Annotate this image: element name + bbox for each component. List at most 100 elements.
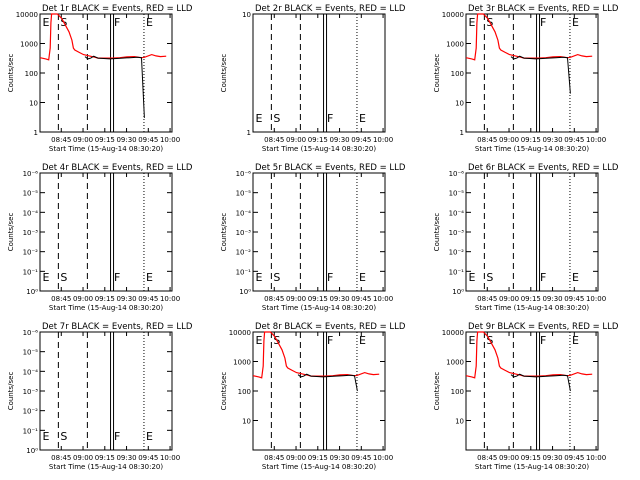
x-tick-label: 09:00 xyxy=(499,136,519,144)
y-tick-label: 100 xyxy=(451,70,464,78)
marker-label: F xyxy=(114,271,120,284)
chart-title: Det 1r BLACK = Events, RED = LLD xyxy=(42,4,193,14)
x-axis-label: Start Time (15-Aug-14 08:30:20) xyxy=(262,463,376,471)
marker-label: E xyxy=(255,334,262,347)
marker-label: E xyxy=(146,271,153,284)
x-tick-label: 09:30 xyxy=(542,295,562,303)
lld-series-line xyxy=(465,13,593,61)
chart-panel-5: Det 5r BLACK = Events, RED = LLD Counts/s… xyxy=(220,163,406,312)
y-tick-label: 10000 xyxy=(442,11,464,19)
x-tick-label: 10:00 xyxy=(373,295,393,303)
x-tick-label: 08:45 xyxy=(264,454,284,462)
marker-label: F xyxy=(540,16,546,29)
chart-panel-1: Det 1r BLACK = Events, RED = LLD Counts/s… xyxy=(7,4,193,153)
y-tick-label: 10⁻³ xyxy=(449,229,465,237)
x-tick-label: 10:00 xyxy=(373,136,393,144)
marker-label: E xyxy=(42,430,49,443)
marker-label: E xyxy=(359,112,366,125)
y-tick-label: 10⁻² xyxy=(236,249,252,257)
x-tick-label: 08:45 xyxy=(51,136,71,144)
chart-title: Det 2r BLACK = Events, RED = LLD xyxy=(255,4,406,14)
y-tick-label: 10000 xyxy=(229,329,251,337)
y-tick-label: 10000 xyxy=(442,329,464,337)
y-tick-label: 10⁻⁴ xyxy=(236,209,252,217)
x-tick-label: 09:30 xyxy=(542,454,562,462)
y-tick-label: 10⁻⁵ xyxy=(449,190,465,198)
marker-label: E xyxy=(572,271,579,284)
marker-label: S xyxy=(486,271,493,284)
y-tick-label: 10 xyxy=(242,11,251,19)
y-axis-label: Counts/sec xyxy=(7,372,15,411)
x-tick-label: 09:15 xyxy=(521,454,541,462)
chart-title: Det 8r BLACK = Events, RED = LLD xyxy=(255,322,406,332)
x-tick-label: 09:45 xyxy=(564,295,584,303)
chart-title: Det 7r BLACK = Events, RED = LLD xyxy=(42,322,193,332)
chart-panel-3: Det 3r BLACK = Events, RED = LLD Counts/s… xyxy=(433,4,619,153)
y-tick-label: 10 xyxy=(242,418,251,426)
y-tick-label: 1000 xyxy=(446,41,464,49)
y-tick-label: 10⁰ xyxy=(26,447,38,455)
x-tick-label: 09:45 xyxy=(351,136,371,144)
marker-label: F xyxy=(327,112,333,125)
plot-frame xyxy=(465,331,599,451)
plot-frame xyxy=(465,13,599,133)
x-tick-label: 10:00 xyxy=(160,136,180,144)
x-tick-label: 09:30 xyxy=(116,295,136,303)
marker-label: E xyxy=(42,16,49,29)
x-axis-label: Start Time (15-Aug-14 08:30:20) xyxy=(49,463,163,471)
events-series-line xyxy=(510,55,571,94)
x-tick-label: 08:45 xyxy=(477,454,497,462)
x-axis-label: Start Time (15-Aug-14 08:30:20) xyxy=(262,145,376,153)
x-tick-label: 09:00 xyxy=(286,454,306,462)
y-tick-label: 10⁻⁶ xyxy=(449,170,465,178)
marker-label: E xyxy=(146,430,153,443)
x-tick-label: 09:45 xyxy=(138,295,158,303)
y-tick-label: 10⁻¹ xyxy=(23,268,39,276)
y-tick-label: 10 xyxy=(455,100,464,108)
x-axis-label: Start Time (15-Aug-14 08:30:20) xyxy=(475,145,589,153)
marker-label: S xyxy=(60,430,67,443)
y-tick-label: 10⁻¹ xyxy=(449,268,465,276)
y-tick-label: 10⁻² xyxy=(449,249,465,257)
x-tick-label: 10:00 xyxy=(160,454,180,462)
y-tick-label: 10⁰ xyxy=(26,288,38,296)
x-tick-label: 09:45 xyxy=(564,136,584,144)
marker-label: E xyxy=(42,271,49,284)
x-tick-label: 08:45 xyxy=(477,136,497,144)
y-tick-label: 100 xyxy=(451,388,464,396)
x-tick-label: 09:30 xyxy=(542,136,562,144)
chart-panel-4: Det 4r BLACK = Events, RED = LLD Counts/s… xyxy=(7,163,193,312)
y-axis-label: Counts/sec xyxy=(433,372,441,411)
y-tick-label: 10⁻¹ xyxy=(23,427,39,435)
lld-series-line xyxy=(252,331,380,379)
y-tick-label: 10⁰ xyxy=(239,288,251,296)
chart-title: Det 6r BLACK = Events, RED = LLD xyxy=(468,163,619,173)
marker-label: F xyxy=(327,271,333,284)
y-tick-label: 10000 xyxy=(16,11,38,19)
y-tick-label: 10⁻⁵ xyxy=(236,190,252,198)
y-axis-label: Counts/sec xyxy=(433,213,441,252)
x-axis-label: Start Time (15-Aug-14 08:30:20) xyxy=(262,304,376,312)
x-axis-label: Start Time (15-Aug-14 08:30:20) xyxy=(49,304,163,312)
y-axis-label: Counts/sec xyxy=(7,54,15,93)
x-tick-label: 09:45 xyxy=(351,454,371,462)
y-axis-label: Counts/sec xyxy=(433,54,441,93)
x-tick-label: 09:00 xyxy=(73,454,93,462)
x-tick-label: 08:45 xyxy=(264,295,284,303)
marker-label: F xyxy=(327,334,333,347)
marker-label: S xyxy=(273,271,280,284)
y-axis-label: Counts/sec xyxy=(7,213,15,252)
y-tick-label: 10⁻³ xyxy=(236,229,252,237)
x-tick-label: 09:15 xyxy=(308,136,328,144)
x-tick-label: 08:45 xyxy=(51,454,71,462)
marker-label: E xyxy=(572,16,579,29)
marker-label: S xyxy=(60,271,67,284)
y-tick-label: 10⁻³ xyxy=(23,388,39,396)
lld-series-line xyxy=(39,13,167,61)
y-tick-label: 10⁻⁶ xyxy=(23,329,39,337)
x-tick-label: 09:15 xyxy=(521,295,541,303)
chart-title: Det 3r BLACK = Events, RED = LLD xyxy=(468,4,619,14)
x-tick-label: 10:00 xyxy=(586,136,606,144)
y-tick-label: 10⁻⁴ xyxy=(23,368,39,376)
chart-panel-8: Det 8r BLACK = Events, RED = LLD Counts/s… xyxy=(220,322,406,471)
